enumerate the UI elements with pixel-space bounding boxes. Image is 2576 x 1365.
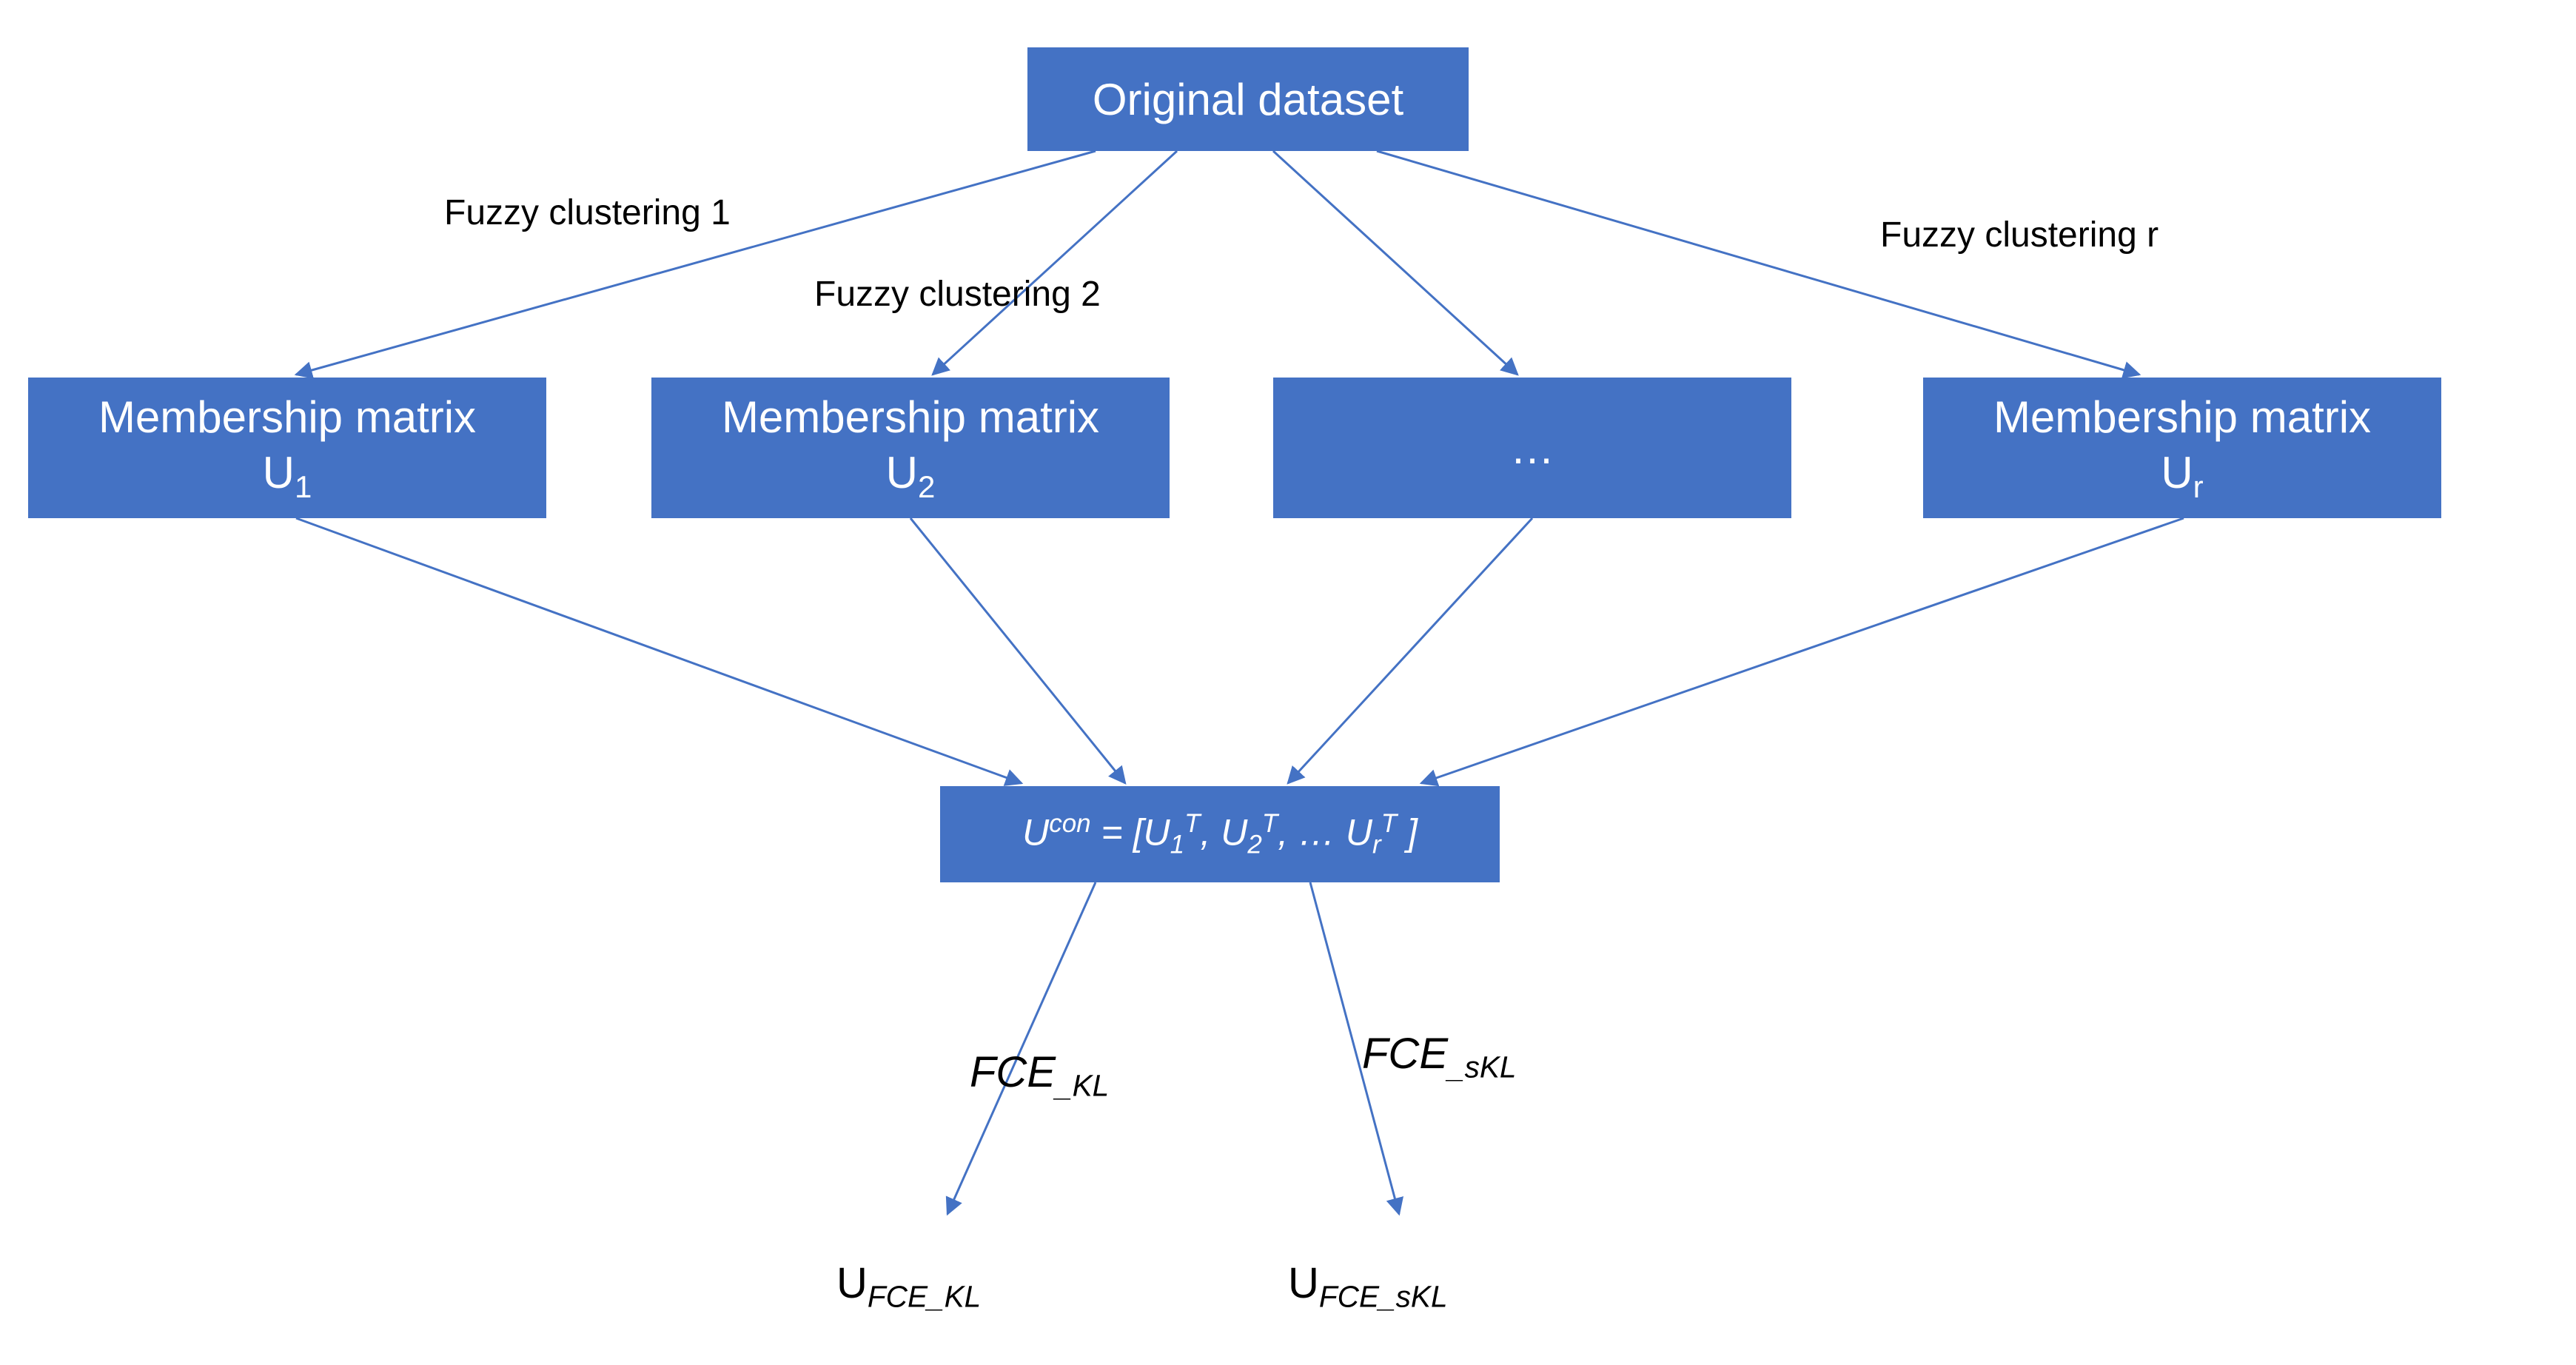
node-sub: U2 <box>886 448 936 497</box>
edge-label-fuzzy-clustering-r: Fuzzy clustering r <box>1880 215 2159 255</box>
edge-label-fuzzy-clustering-2: Fuzzy clustering 2 <box>814 274 1101 315</box>
node-label: … <box>1510 420 1554 476</box>
node-membership-matrix-r: Membership matrix Ur <box>1923 378 2441 518</box>
node-label: Membership matrix <box>1993 392 2371 442</box>
node-formula: Ucon = [U1T, U2T, … UrT ] <box>1022 808 1418 861</box>
node-sub: Ur <box>2161 448 2203 497</box>
node-original-dataset: Original dataset <box>1027 47 1469 151</box>
output-u-fce-kl: UFCE_KL <box>836 1258 981 1315</box>
node-label: Membership matrix <box>98 392 476 442</box>
edges-layer <box>0 0 2576 1365</box>
node-inner: Membership matrix U2 <box>722 389 1099 507</box>
node-membership-matrix-2: Membership matrix U2 <box>651 378 1170 518</box>
edge-label-fuzzy-clustering-1: Fuzzy clustering 1 <box>444 192 731 233</box>
node-label: Membership matrix <box>722 392 1099 442</box>
output-u-fce-skl: UFCE_sKL <box>1288 1258 1448 1315</box>
label-fce-skl: FCE_sKL <box>1362 1029 1517 1085</box>
node-inner: Membership matrix Ur <box>1993 389 2371 507</box>
node-membership-matrix-ellipsis: … <box>1273 378 1791 518</box>
diagram-canvas: Original dataset Membership matrix U1 Me… <box>0 0 2576 1365</box>
node-sub: U1 <box>263 448 312 497</box>
node-inner: Membership matrix U1 <box>98 389 476 507</box>
node-ucon: Ucon = [U1T, U2T, … UrT ] <box>940 786 1500 882</box>
label-fce-kl: FCE_KL <box>970 1047 1109 1104</box>
node-label: Original dataset <box>1093 72 1403 127</box>
node-membership-matrix-1: Membership matrix U1 <box>28 378 546 518</box>
